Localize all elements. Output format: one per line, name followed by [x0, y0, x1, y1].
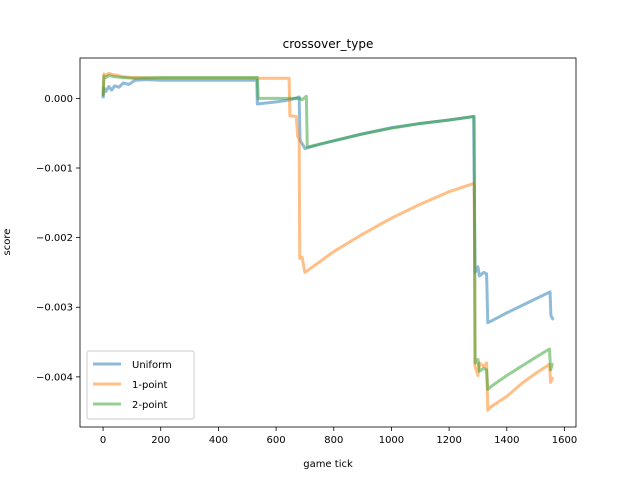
legend: Uniform 1-point 2-point — [86, 350, 195, 420]
x-tick-label: 600 — [267, 435, 286, 446]
x-tick-label: 1200 — [436, 435, 461, 446]
y-tick-label: −0.003 — [36, 303, 73, 314]
x-tick-label: 0 — [100, 435, 106, 446]
x-tick-label: 400 — [209, 435, 228, 446]
chart-title: crossover_type — [283, 37, 374, 51]
y-tick-label: −0.002 — [36, 233, 73, 244]
x-tick-label: 200 — [151, 435, 170, 446]
series-layer — [101, 71, 555, 412]
x-tick-label: 1600 — [552, 435, 577, 446]
x-axis-label: game tick — [303, 459, 353, 470]
x-tick-label: 1400 — [494, 435, 519, 446]
series-line-0 — [101, 78, 555, 325]
legend-label: 2-point — [132, 400, 168, 411]
y-axis: 0.000 −0.001 −0.002 −0.003 −0.004 — [36, 94, 80, 383]
y-tick-label: −0.001 — [36, 164, 73, 175]
y-tick-label: −0.004 — [36, 372, 73, 383]
series-line-2 — [101, 73, 554, 391]
legend-label: 1-point — [132, 380, 168, 391]
legend-box — [86, 350, 195, 420]
plot-area-frame — [79, 57, 577, 428]
x-tick-label: 1000 — [379, 435, 404, 446]
legend-label: Uniform — [132, 360, 172, 371]
y-tick-label: 0.000 — [44, 94, 73, 105]
x-axis: 0 200 400 600 800 1000 1200 1400 1600 — [100, 427, 577, 446]
x-tick-label: 800 — [324, 435, 343, 446]
y-axis-label: score — [2, 229, 13, 256]
